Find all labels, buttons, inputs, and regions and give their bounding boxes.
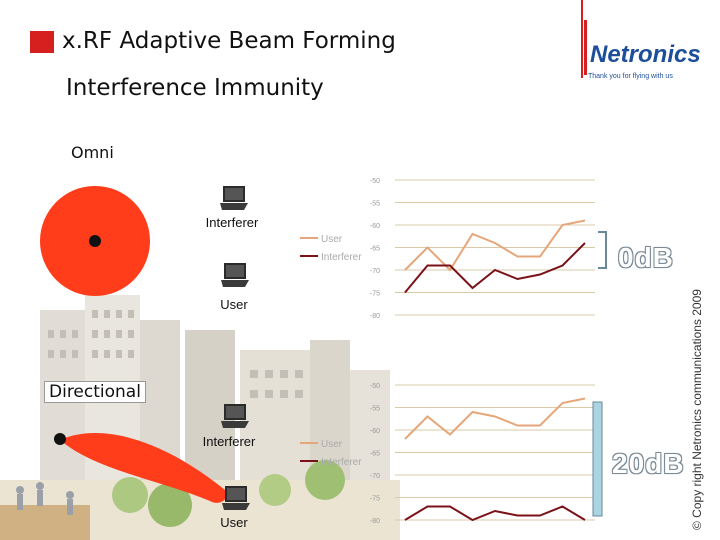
y-tick-label: -70 (370, 473, 380, 480)
y-tick-label: -55 (370, 201, 380, 208)
directional-antenna-dot (54, 433, 66, 445)
y-tick-label: -80 (370, 518, 380, 525)
directional-lobe (60, 433, 228, 503)
legend-label: User (321, 439, 343, 450)
series-line-interferer (404, 242, 586, 294)
series-line-interferer (404, 505, 586, 522)
city-background-illustration (0, 295, 400, 540)
copyright-note: © Copy right Netronics communications 20… (690, 289, 704, 530)
y-tick-label: -75 (370, 496, 380, 503)
omni-antenna-dot (89, 235, 101, 247)
directional-signal-chart: -50 -55 -60 -65 -70 -75 -80 User Interferer (300, 383, 595, 525)
directional-label: Directional (44, 381, 146, 403)
directional-db-label: 20dB (612, 448, 685, 479)
directional-beam (54, 433, 228, 503)
omni-label: Omni (71, 143, 114, 162)
omni-interferer-label: Interferer (205, 215, 259, 230)
interferer-laptop-icon (221, 404, 249, 428)
title-bullet (30, 31, 54, 53)
legend-label: Interferer (321, 457, 362, 468)
y-tick-label: -60 (370, 428, 380, 435)
omni-db-bracket (598, 231, 607, 269)
y-tick-label: -50 (370, 178, 380, 185)
directional-interferer-label: Interferer (202, 434, 256, 449)
omni-pattern (40, 186, 150, 296)
omni-db-label: 0dB (618, 242, 674, 273)
interferer-laptop-icon (220, 186, 248, 210)
logo-brand: Netronics (590, 41, 701, 68)
user-laptop-icon (221, 263, 249, 287)
y-tick-label: -55 (370, 406, 380, 413)
page-subtitle: Interference Immunity (66, 75, 324, 101)
directional-db-bracket (592, 401, 603, 517)
y-tick-label: -60 (370, 223, 380, 230)
y-tick-label: -65 (370, 246, 380, 253)
y-tick-label: -80 (370, 313, 380, 320)
logo-tagline: Thank you for flying with us (588, 73, 673, 80)
y-tick-label: -70 (370, 268, 380, 275)
page-title: x.RF Adaptive Beam Forming (62, 28, 396, 54)
y-tick-label: -65 (370, 451, 380, 458)
legend-label: Interferer (321, 252, 362, 263)
legend-label: User (321, 234, 343, 245)
omni-signal-chart: -50 -55 -60 -65 -70 -75 -80 User Interferer (300, 178, 595, 320)
series-line-user (404, 397, 586, 440)
directional-user-label: User (220, 515, 248, 530)
y-tick-label: -75 (370, 291, 380, 298)
series-line-user (404, 219, 586, 272)
netronics-logo: Netronics Thank you for flying with us (576, 0, 716, 92)
y-tick-label: -50 (370, 383, 380, 390)
user-laptop-icon (222, 486, 250, 510)
omni-user-label: User (220, 297, 248, 312)
logo-graphic: Netronics Thank you for flying with us (581, 0, 701, 80)
